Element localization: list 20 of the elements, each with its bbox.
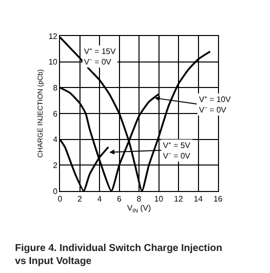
y-tick-label: 4 <box>52 135 58 144</box>
x-tick-label: 10 <box>154 194 164 204</box>
x-tick-label: 8 <box>136 194 142 204</box>
annotation: V⁺ = 15V V⁻ = 0V <box>84 47 116 66</box>
y-tick-label: 6 <box>52 109 58 118</box>
annotation: V⁺ = 10V V⁻ = 0V <box>199 95 232 114</box>
x-tick-label: 12 <box>174 194 184 204</box>
annotation: V⁺ = 5V V⁻ = 0V <box>163 141 191 160</box>
y-tick-label: 12 <box>48 32 58 41</box>
x-tick-label: 2 <box>78 194 83 204</box>
y-tick-label: 0 <box>52 186 58 196</box>
x-tick-label: 6 <box>117 194 122 204</box>
x-tick-label: 16 <box>214 194 223 204</box>
x-axis-title: V$_{IN}$ (V) <box>127 204 152 214</box>
y-tick-label: 10 <box>48 58 58 67</box>
text: Figure 4. Individual Switch Charge Injection vs Input Voltage <box>15 243 222 267</box>
x-tick-label: 14 <box>194 194 204 204</box>
y-tick-label: 2 <box>52 160 58 170</box>
x-tick-label: 4 <box>97 194 102 204</box>
y-tick-label: 8 <box>52 83 58 92</box>
